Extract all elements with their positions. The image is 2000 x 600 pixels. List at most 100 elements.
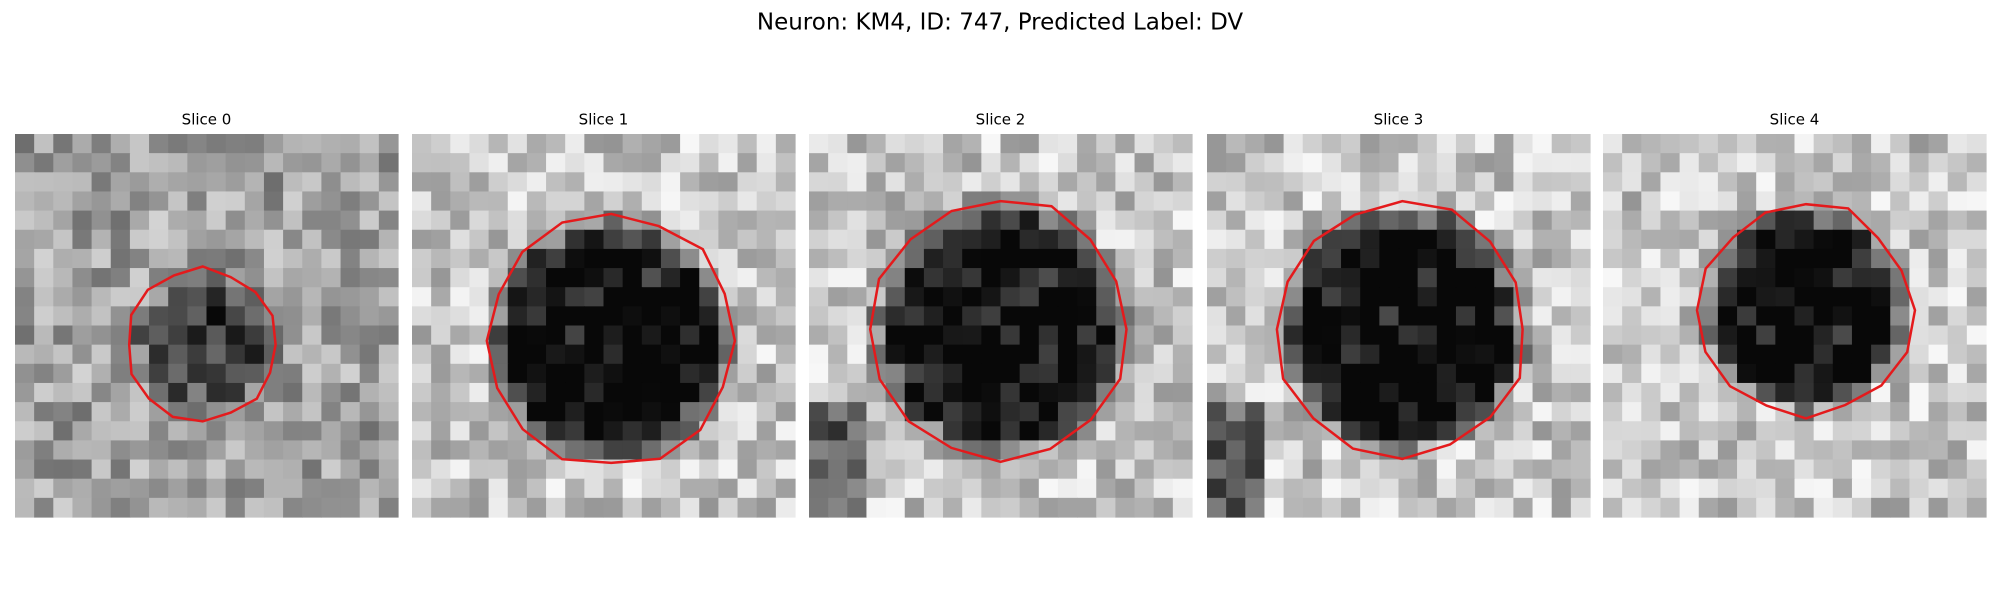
- image-pixel: [1153, 134, 1174, 154]
- image-pixel: [1153, 172, 1174, 193]
- image-pixel: [340, 153, 361, 173]
- image-pixel: [1264, 440, 1285, 461]
- image-pixel: [1851, 402, 1872, 422]
- image-pixel: [1000, 459, 1021, 480]
- image-pixel: [1283, 402, 1304, 422]
- image-pixel: [378, 153, 399, 173]
- image-pixel: [1000, 210, 1021, 231]
- image-pixel: [584, 210, 605, 231]
- image-pixel: [660, 402, 681, 422]
- image-pixel: [1398, 497, 1419, 518]
- image-pixel: [1928, 459, 1949, 480]
- image-pixel: [1698, 402, 1719, 422]
- image-pixel: [904, 191, 925, 212]
- image-pixel: [1379, 421, 1400, 441]
- image-pixel: [263, 382, 284, 403]
- image-pixel: [283, 306, 303, 327]
- image-pixel: [1398, 287, 1419, 307]
- image-pixel: [1302, 478, 1323, 499]
- image-pixel: [1622, 363, 1642, 384]
- image-pixel: [1417, 478, 1438, 499]
- image-pixel: [1717, 268, 1738, 288]
- image-pixel: [1794, 382, 1815, 403]
- image-pixel: [1417, 421, 1438, 441]
- image-pixel: [1245, 210, 1266, 231]
- image-pixel: [244, 344, 265, 365]
- image-pixel: [1077, 382, 1097, 403]
- image-pixel: [1057, 497, 1078, 518]
- image-pixel: [110, 478, 131, 499]
- image-pixel: [34, 497, 54, 518]
- image-pixel: [923, 344, 944, 365]
- image-pixel: [1379, 478, 1400, 499]
- image-pixel: [1207, 421, 1227, 441]
- image-pixel: [1494, 325, 1514, 346]
- image-pixel: [775, 210, 796, 231]
- figure-title: Neuron: KM4, ID: 747, Predicted Label: D…: [757, 10, 1244, 36]
- image-pixel: [1737, 153, 1757, 173]
- image-pixel: [1436, 210, 1457, 231]
- image-pixel: [1417, 191, 1438, 212]
- image-pixel: [1019, 325, 1040, 346]
- image-pixel: [450, 134, 471, 154]
- image-pixel: [885, 153, 906, 173]
- image-pixel: [1341, 153, 1361, 173]
- image-pixel: [1660, 248, 1681, 269]
- image-pixel: [1641, 421, 1662, 441]
- image-pixel: [1417, 153, 1438, 173]
- image-pixel: [359, 210, 380, 231]
- image-pixel: [1698, 306, 1719, 327]
- image-pixel: [1019, 248, 1040, 269]
- image-pixel: [526, 344, 547, 365]
- image-pixel: [1890, 287, 1910, 307]
- image-pixel: [1813, 440, 1834, 461]
- image-pixel: [1057, 172, 1078, 193]
- image-pixel: [1660, 382, 1681, 403]
- image-pixel: [526, 382, 547, 403]
- image-pixel: [187, 402, 208, 422]
- image-pixel: [546, 421, 566, 441]
- image-pixel: [718, 248, 739, 269]
- panel-title: Slice 4: [1770, 111, 1820, 129]
- image-pixel: [1057, 325, 1078, 346]
- image-pixel: [981, 134, 1002, 154]
- image-pixel: [1698, 440, 1719, 461]
- image-pixel: [378, 306, 399, 327]
- image-pixel: [1494, 191, 1514, 212]
- image-pixel: [1226, 497, 1246, 518]
- image-pixel: [321, 248, 342, 269]
- image-pixel: [1698, 210, 1719, 231]
- image-pixel: [828, 172, 848, 193]
- image-pixel: [1679, 382, 1700, 403]
- image-pixel: [450, 191, 471, 212]
- image-pixel: [1737, 248, 1757, 269]
- image-pixel: [1679, 497, 1700, 518]
- image-pixel: [847, 134, 868, 154]
- image-pixel: [680, 248, 700, 269]
- image-pixel: [1909, 248, 1930, 269]
- image-pixel: [110, 191, 131, 212]
- image-pixel: [1909, 440, 1930, 461]
- image-pixel: [622, 402, 643, 422]
- image-pixel: [737, 325, 758, 346]
- image-pixel: [904, 153, 925, 173]
- image-pixel: [302, 363, 322, 384]
- image-pixel: [828, 134, 848, 154]
- image-pixel: [1679, 248, 1700, 269]
- image-pixel: [1532, 268, 1553, 288]
- image-pixel: [110, 497, 131, 518]
- image-pixel: [450, 210, 471, 231]
- image-pixel: [1603, 287, 1623, 307]
- image-pixel: [923, 382, 944, 403]
- image-pixel: [565, 268, 585, 288]
- image-pixel: [1436, 363, 1457, 384]
- image-pixel: [699, 153, 719, 173]
- image-pixel: [1153, 402, 1174, 422]
- image-pixel: [283, 325, 303, 346]
- image-pixel: [603, 172, 624, 193]
- image-pixel: [1603, 421, 1623, 441]
- image-pixel: [1966, 459, 1987, 480]
- image-pixel: [1756, 153, 1776, 173]
- image-pixel: [1928, 268, 1949, 288]
- image-pixel: [187, 287, 208, 307]
